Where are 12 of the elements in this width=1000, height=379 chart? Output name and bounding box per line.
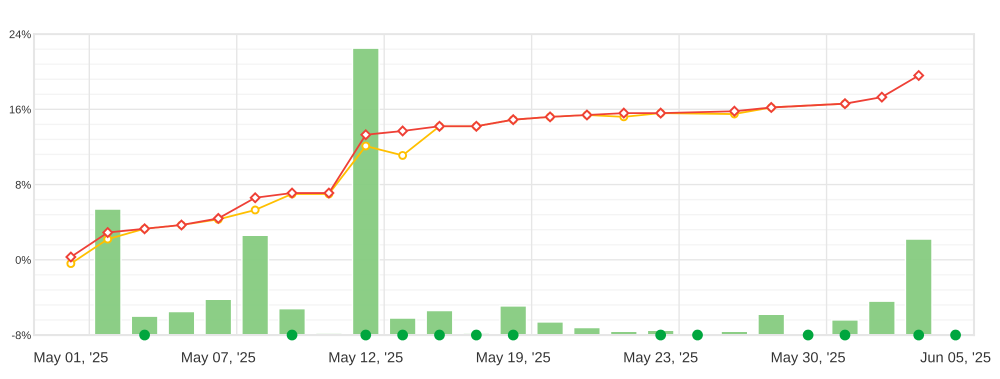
x-tick-label: May 19, '25 <box>476 352 550 366</box>
x-tick-label: May 01, '25 <box>34 352 108 366</box>
y-tick-label: 8% <box>16 180 31 189</box>
x-tick-label: May 07, '25 <box>182 352 256 366</box>
y-tick-label: 0% <box>16 256 31 264</box>
y-tick-label: -8% <box>12 331 31 340</box>
x-tick-label: Jun 05, '25 <box>920 352 990 364</box>
x-tick-label: May 23, '25 <box>624 352 698 366</box>
y-tick-label: 16% <box>10 106 31 114</box>
y-tick-label: 24% <box>10 30 31 38</box>
x-tick-label: May 30, '25 <box>772 352 845 366</box>
x-tick-label: May 12, '25 <box>330 352 403 366</box>
